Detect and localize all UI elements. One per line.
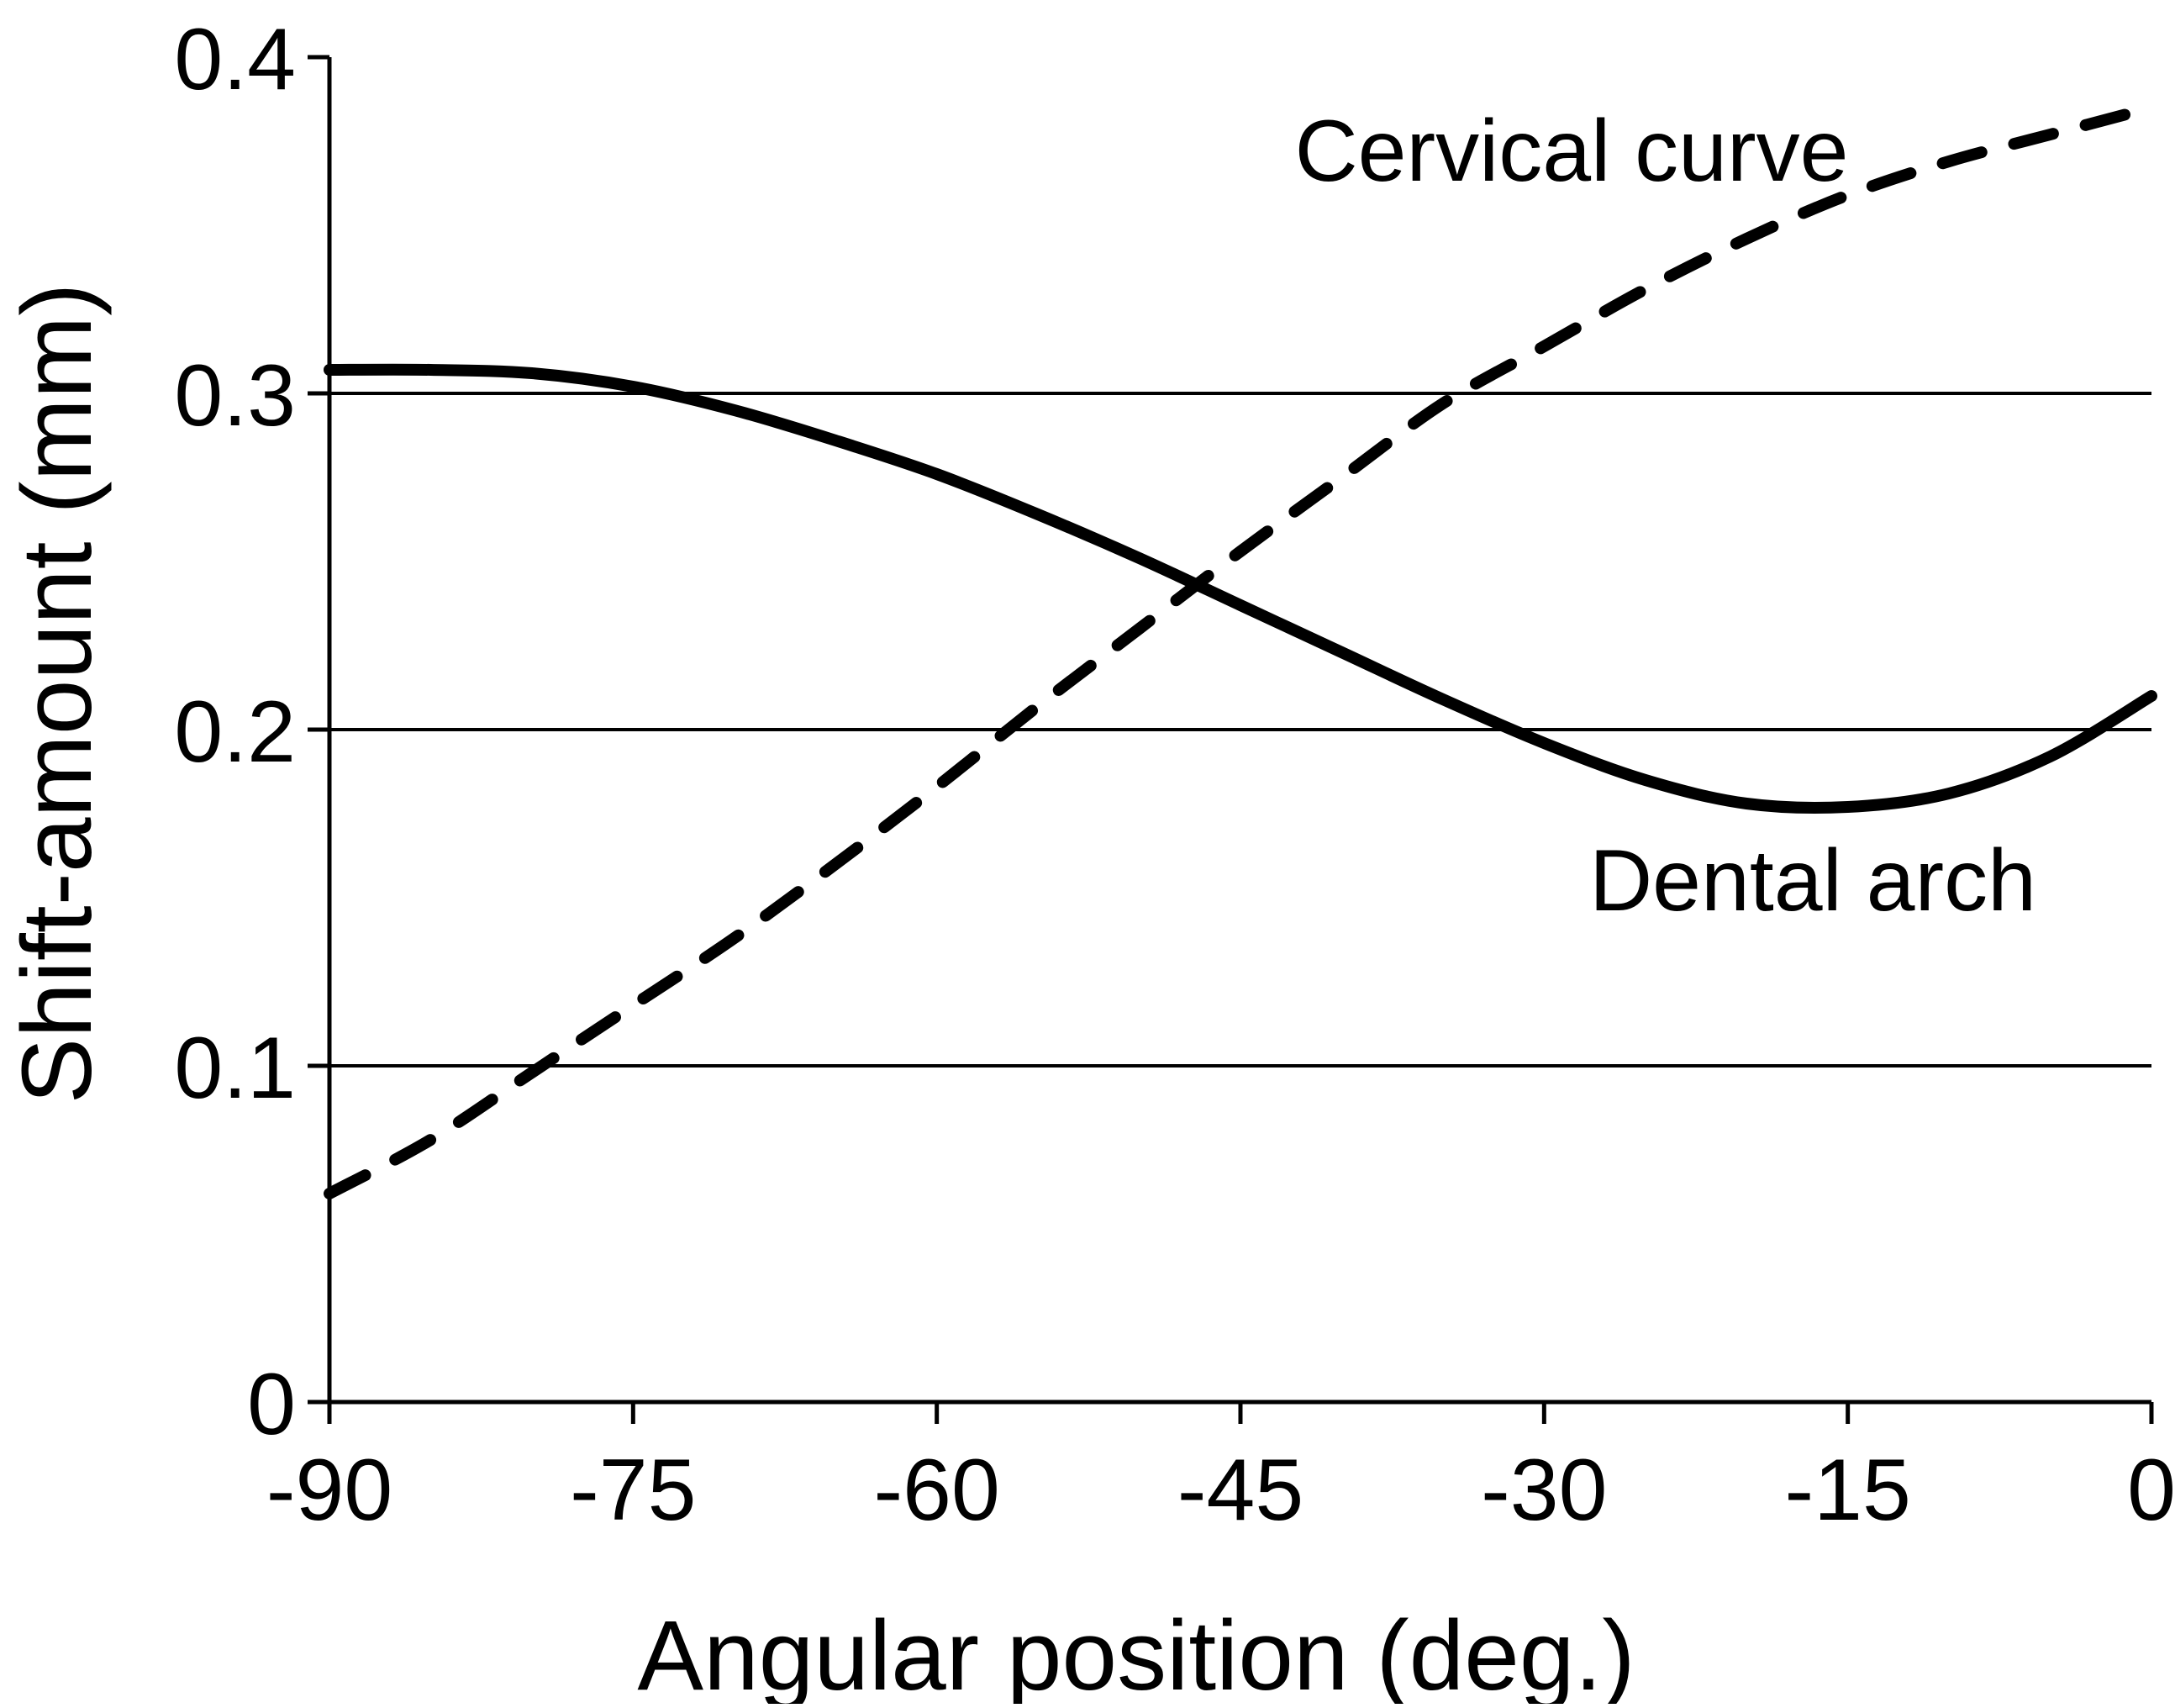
axes: 0 0.1 0.2 0.3 0.4 -90 -75 -60 -45 -30 -15 0	[174, 11, 2175, 1539]
y-tick-label-3: 0.3	[174, 347, 296, 445]
series-label-dental-arch: Dental arch	[1589, 832, 2036, 930]
x-tick-label-5: -15	[1785, 1442, 1911, 1539]
series-line-dental-arch	[324, 363, 2157, 814]
y-tick-label-1: 0.1	[174, 1020, 296, 1117]
x-tick-label-0: -90	[266, 1442, 392, 1539]
series-line-cervical-curve	[324, 102, 2157, 1199]
series-label-cervical-curve: Cervical curve	[1295, 103, 1849, 200]
series-labels: Cervical curve Dental arch	[1295, 103, 2036, 930]
series-lines	[324, 102, 2157, 1199]
y-tick-label-2: 0.2	[174, 683, 296, 781]
x-tick-label-1: -75	[570, 1442, 696, 1539]
x-tick-label-3: -45	[1177, 1442, 1303, 1539]
y-tick-label-0: 0	[247, 1356, 296, 1453]
y-axis-title: Shift-amount (mm)	[2, 283, 113, 1104]
gridlines	[329, 392, 2151, 1068]
x-tick-label-6: 0	[2127, 1442, 2175, 1539]
x-axis-title: Angular position (deg.)	[637, 1600, 1635, 1704]
x-tick-label-2: -60	[874, 1442, 1000, 1539]
y-tick-label-4: 0.4	[174, 11, 296, 108]
x-tick-label-4: -30	[1481, 1442, 1607, 1539]
